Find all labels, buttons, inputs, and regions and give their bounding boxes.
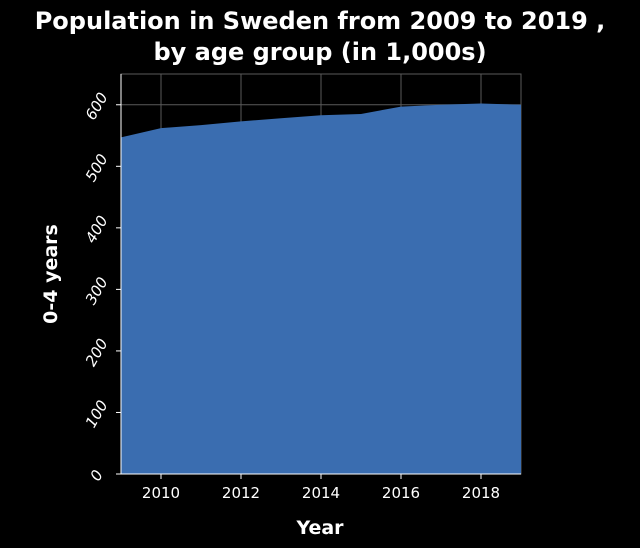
y-tick-label: 500 bbox=[82, 151, 112, 185]
y-axis-label: 0-4 years bbox=[40, 224, 62, 324]
x-tick-label: 2016 bbox=[382, 484, 420, 502]
chart-title-line-2: by age group (in 1,000s) bbox=[153, 38, 486, 66]
y-tick-label: 300 bbox=[82, 274, 112, 308]
x-axis: 2010 2012 2014 2016 2018 bbox=[121, 473, 521, 502]
y-tick-label: 600 bbox=[82, 89, 112, 123]
x-tick-label: 2018 bbox=[462, 484, 500, 502]
y-tick-label: 100 bbox=[82, 397, 112, 431]
x-axis-label: Year bbox=[295, 517, 344, 539]
x-tick-label: 2010 bbox=[142, 484, 180, 502]
area-series bbox=[121, 103, 521, 475]
y-tick-label: 0 bbox=[86, 467, 106, 484]
y-tick-label: 200 bbox=[82, 336, 112, 370]
chart-title-line-1: Population in Sweden from 2009 to 2019 , bbox=[35, 7, 606, 35]
y-tick-label: 400 bbox=[82, 212, 112, 246]
x-tick-label: 2014 bbox=[302, 484, 340, 502]
y-axis: 0 100 200 300 400 500 600 bbox=[82, 74, 122, 484]
x-tick-label: 2012 bbox=[222, 484, 260, 502]
plot-area bbox=[121, 103, 521, 475]
